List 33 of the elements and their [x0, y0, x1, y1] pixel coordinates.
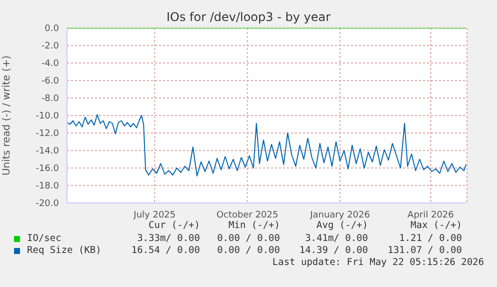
y-tick-label: -16.0	[36, 164, 60, 174]
y-tick-label: -20.0	[36, 199, 60, 210]
y-axis-title: Units read (-) / write (+)	[2, 55, 13, 176]
text: 131.07 / 0.00	[388, 245, 462, 256]
y-tick-label: -10.0	[36, 112, 60, 122]
text: Max (-/+)	[410, 220, 462, 231]
y-tick-label: -2.0	[41, 42, 60, 52]
text: 1.21 / 0.00	[399, 233, 462, 244]
text: 14.39 / 0.00	[299, 245, 368, 256]
chart-title: IOs for /dev/loop3 - by year	[165, 10, 332, 24]
text: Last update: Fri May 22 05:15:26 2026	[272, 257, 484, 268]
text: 3.41m/ 0.00	[305, 233, 368, 244]
y-tick-label: -8.0	[41, 94, 60, 104]
line-series	[67, 114, 466, 176]
y-tick-label: -6.0	[41, 76, 60, 87]
x-tick-label: January 2026	[309, 210, 370, 220]
y-tick-label: -4.0	[41, 59, 60, 70]
text: 3.33m/ 0.00	[137, 233, 200, 244]
text: 0.00 / 0.00	[217, 233, 280, 244]
text: Avg (-/+)	[316, 220, 368, 231]
text: Cur (-/+)	[148, 220, 200, 231]
legend-label: IO/sec	[27, 233, 62, 244]
y-tick-label: -18.0	[36, 182, 60, 192]
x-tick-label: April 2026	[408, 210, 454, 220]
y-tick-label: -12.0	[36, 129, 60, 140]
x-tick-label: July 2025	[132, 210, 176, 220]
x-tick-label: October 2025	[216, 210, 278, 220]
text: 16.54 / 0.00	[131, 245, 200, 256]
legend-label: Req Size (KB)	[27, 245, 102, 256]
text: 0.00 / 0.00	[217, 245, 280, 256]
y-tick-label: 0.0	[44, 24, 60, 34]
text: Min (-/+)	[228, 220, 280, 231]
y-tick-label: -14.0	[36, 146, 60, 157]
